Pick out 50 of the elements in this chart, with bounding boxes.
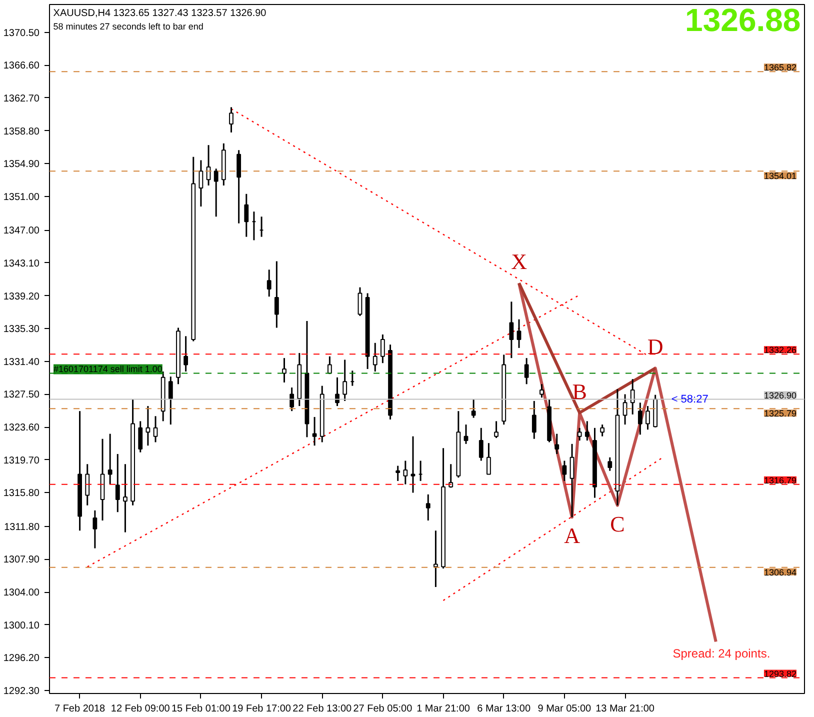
y-tick-label: 1296.20 xyxy=(3,653,40,664)
x-tick-label: 7 Feb 2018 xyxy=(54,704,106,714)
y-tick-label: 1370.50 xyxy=(3,28,40,39)
ref-line-label: 1365.82 xyxy=(764,62,797,73)
ref-line-label: 1293.82 xyxy=(764,668,797,679)
y-tick-label: 1315.80 xyxy=(3,488,40,500)
y-tick-label: 1331.40 xyxy=(3,356,40,368)
y-tick-label: 1307.90 xyxy=(3,554,40,566)
y-tick-label: 1347.00 xyxy=(3,226,40,237)
y-tick-label: 1343.10 xyxy=(3,258,40,270)
ref-line-label: #1601701174 sell limit 1.00 xyxy=(54,364,162,374)
annotation: XAUUSD,H4 1323.65 1327.43 1323.57 1326.90 xyxy=(53,8,267,19)
annotation: < 58:27 xyxy=(671,393,708,406)
annotation: A xyxy=(564,523,580,548)
ref-line-label: 1316.79 xyxy=(764,475,797,486)
annotation: C xyxy=(610,511,625,536)
annotation: B xyxy=(572,378,587,404)
ref-line-label: 1325.79 xyxy=(764,408,797,419)
y-tick-label: 1354.90 xyxy=(3,159,40,170)
x-tick-label: 19 Feb 17:00 xyxy=(232,704,292,714)
y-tick-label: 1292.30 xyxy=(3,686,40,698)
y-tick-label: 1327.50 xyxy=(3,390,40,401)
annotation: X xyxy=(511,249,528,274)
x-tick-label: 6 Mar 13:00 xyxy=(477,704,531,714)
x-tick-label: 22 Feb 13:00 xyxy=(292,704,352,714)
y-tick-label: 1323.60 xyxy=(3,422,40,434)
ref-line-label: 1354.01 xyxy=(764,171,797,182)
x-tick-label: 13 Mar 21:00 xyxy=(596,704,655,714)
y-tick-label: 1362.70 xyxy=(3,93,40,104)
x-tick-label: 27 Feb 05:00 xyxy=(353,704,413,714)
x-tick-label: 1 Mar 21:00 xyxy=(416,704,470,714)
y-tick-label: 1300.10 xyxy=(3,620,40,632)
y-tick-label: 1311.80 xyxy=(4,522,40,533)
x-tick-label: 12 Feb 09:00 xyxy=(110,704,170,714)
annotation: D xyxy=(647,334,664,360)
y-tick-label: 1358.80 xyxy=(3,126,40,138)
ref-line-label: 1306.94 xyxy=(764,567,797,578)
annotation: Spread: 24 points. xyxy=(672,646,770,661)
x-tick-label: 15 Feb 01:00 xyxy=(171,704,231,714)
annotation: 58 minutes 27 seconds left to bar end xyxy=(53,22,204,32)
y-tick-label: 1335.30 xyxy=(3,324,40,336)
y-tick-label: 1304.00 xyxy=(3,588,40,599)
y-tick-label: 1339.20 xyxy=(3,291,40,302)
x-tick-label: 9 Mar 05:00 xyxy=(538,704,592,714)
annotation: 1326.88 xyxy=(685,2,801,38)
ref-line-label: 1326.90 xyxy=(764,390,797,400)
y-tick-label: 1319.70 xyxy=(3,455,40,466)
y-tick-label: 1351.00 xyxy=(3,192,40,203)
y-tick-label: 1366.60 xyxy=(3,60,40,72)
ref-line-label: 1332.26 xyxy=(764,345,797,356)
